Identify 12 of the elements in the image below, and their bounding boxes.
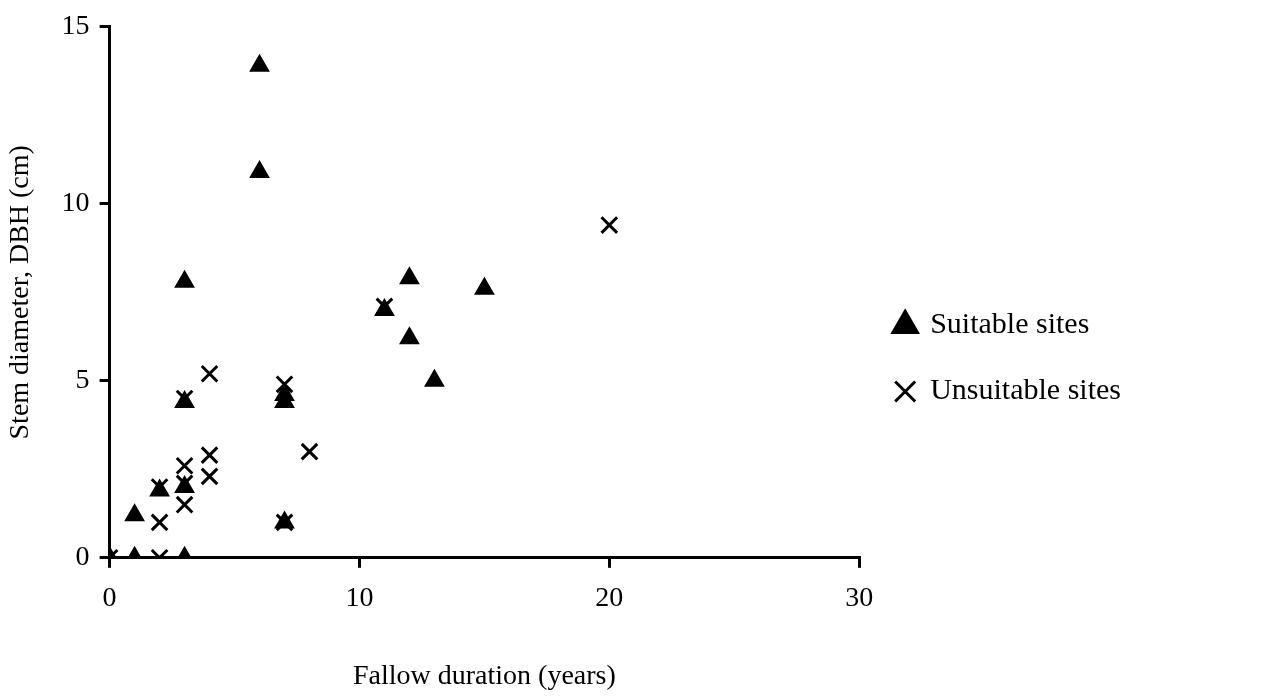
- x-tick-label: 10: [345, 580, 374, 612]
- x-tick-label: 30: [845, 580, 874, 612]
- x-axis-title: Fallow duration (years): [352, 658, 616, 690]
- y-tick-label: 0: [75, 540, 90, 572]
- y-tick-label: 5: [75, 363, 90, 395]
- legend-label: Suitable sites: [930, 306, 1090, 340]
- x-tick-label: 20: [595, 580, 624, 612]
- y-axis-title: Stem diameter, DBH (cm): [3, 145, 35, 440]
- x-tick-label: 0: [102, 580, 117, 612]
- y-tick-label: 10: [61, 186, 90, 218]
- legend-label: Unsuitable sites: [930, 372, 1121, 406]
- y-tick-label: 15: [61, 9, 90, 41]
